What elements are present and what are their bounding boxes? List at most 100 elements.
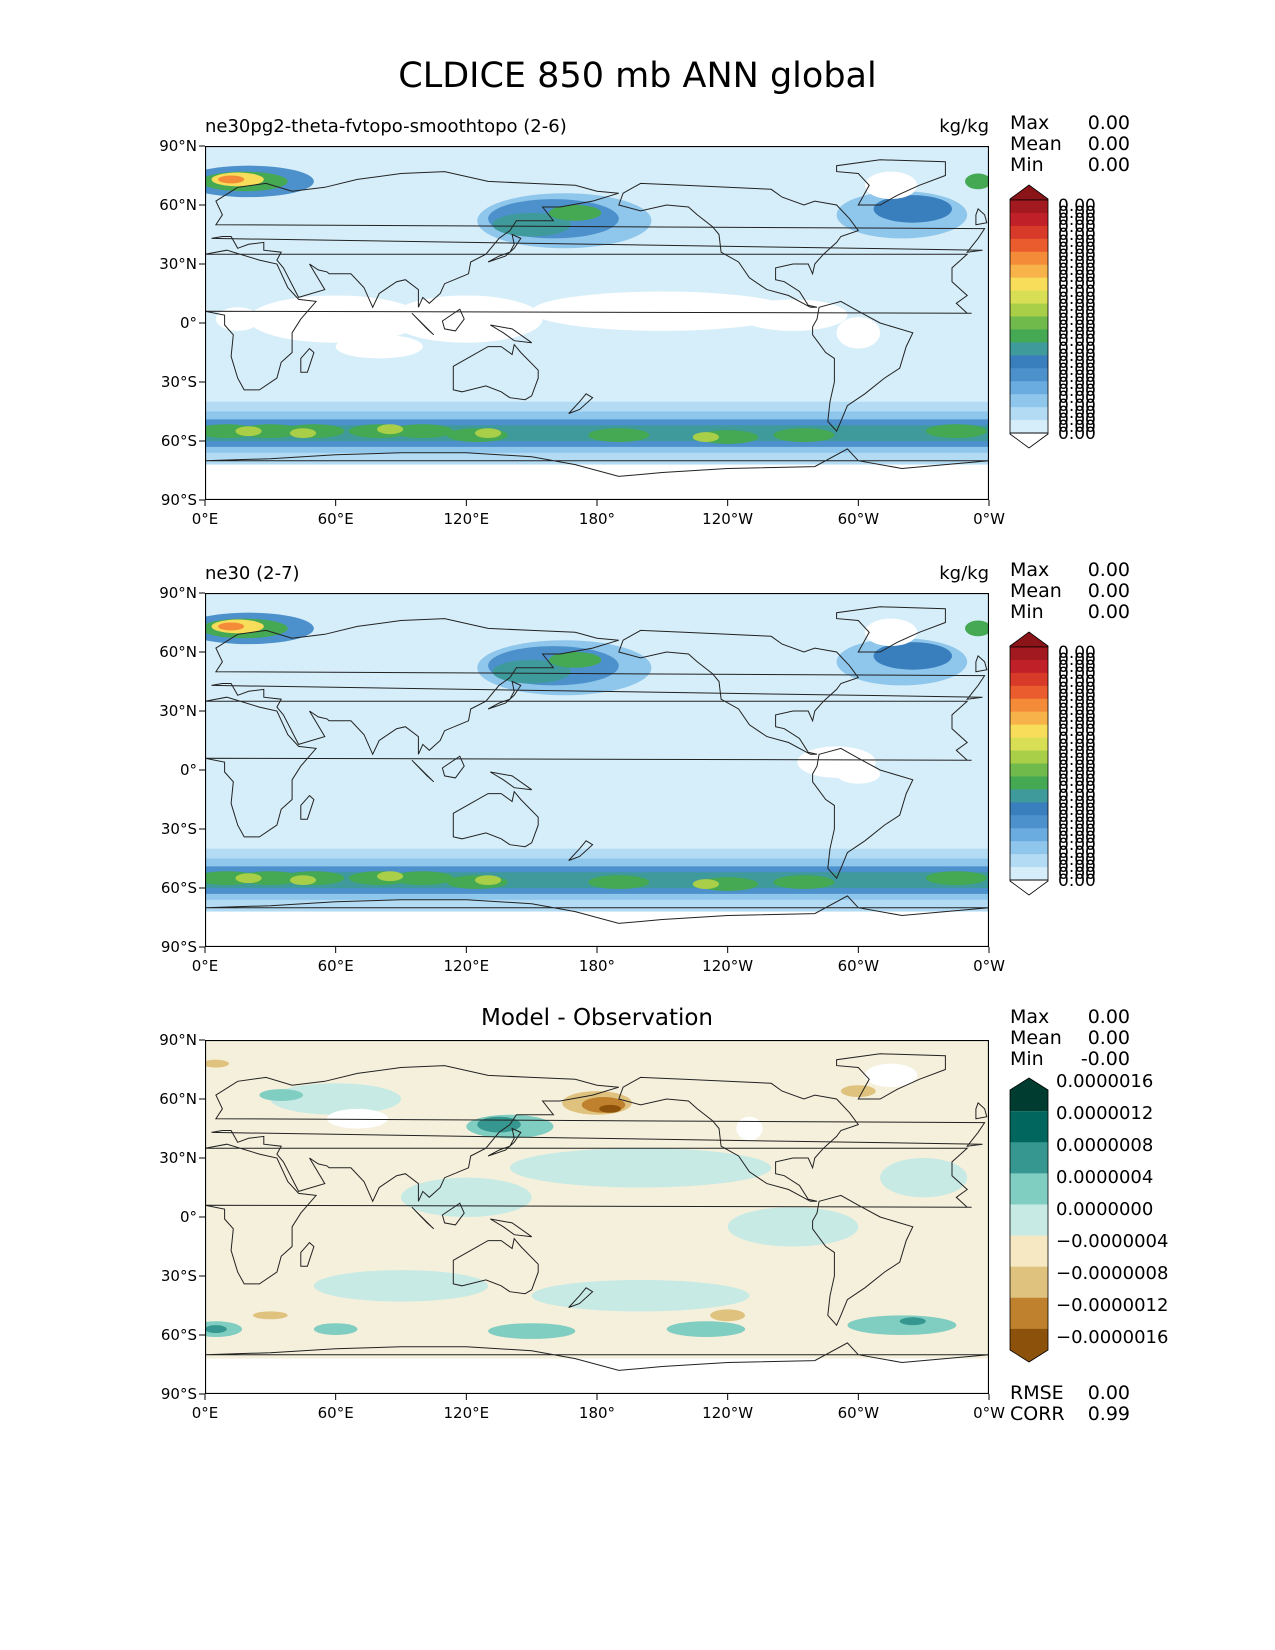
x-tick-label: 0°W — [973, 957, 1005, 975]
southern-green-cell — [773, 875, 835, 889]
colorbar-tick-label: 0.00 — [1058, 260, 1096, 281]
x-tick-label: 120°E — [443, 957, 490, 975]
colorbar-tick-label: 0.00 — [1058, 359, 1096, 380]
colorbar-tick-label: 0.00 — [1058, 253, 1096, 273]
coastline — [205, 696, 972, 838]
missing-region — [864, 1063, 918, 1088]
southern-green-cell — [588, 875, 650, 889]
southern-green-cell — [392, 871, 454, 886]
colorbar-tick-label: 0.00 — [1058, 409, 1096, 430]
x-tick-label: 0°E — [191, 957, 219, 975]
colorbar-tick-label: 0.00 — [1058, 749, 1096, 770]
coastline — [487, 680, 522, 710]
southern-yellow-cell — [377, 871, 404, 882]
coastline — [975, 1102, 988, 1120]
colorbar-tick-label: 0.00 — [1058, 742, 1096, 763]
tropical-clear-region — [836, 317, 881, 349]
colorbar-tick-label: 0.00 — [1058, 856, 1096, 877]
coastline — [411, 759, 435, 783]
natlantic-inner — [873, 642, 952, 670]
coastline — [490, 771, 532, 791]
colorbar-tick-label: 0.00 — [1058, 416, 1096, 437]
x-tick-label: 120°E — [443, 510, 490, 528]
y-tick-label: 90°S — [160, 938, 197, 956]
stat-value: 0.00 — [1087, 580, 1130, 602]
y-tick-label: 30°S — [160, 820, 197, 838]
x-tick-label: 60°W — [837, 957, 880, 975]
light-positive-region — [401, 1177, 532, 1217]
coastline — [568, 1287, 594, 1308]
tropical-clear-region — [248, 295, 423, 343]
colorbar-tick-label: 0.00 — [1058, 381, 1096, 402]
colorbar — [1009, 631, 1049, 896]
stat-label: Min — [1010, 1048, 1044, 1070]
colorbar-tick-label: 0.0000016 — [1056, 1071, 1154, 1092]
y-tick-label: 30°S — [160, 1267, 197, 1285]
southern-green-cell — [925, 424, 987, 439]
arctic-east-green — [965, 173, 989, 190]
tropical-clear-region — [531, 291, 793, 331]
coastline — [205, 448, 989, 477]
colorbar-tick-label: −0.0000016 — [1056, 1327, 1169, 1348]
light-positive-region — [880, 1158, 968, 1198]
positive-region — [313, 1323, 358, 1335]
metric-label: RMSE — [1010, 1382, 1064, 1404]
stat-row: Max 0.00 — [1010, 1006, 1130, 1028]
colorbar-tick-label: 0.00 — [1058, 842, 1096, 863]
colorbar-tick-label: 0.00 — [1058, 849, 1096, 870]
colorbar-tick-label: 0.00 — [1058, 295, 1096, 316]
stat-row: Max 0.00 — [1010, 559, 1130, 581]
colorbar-tick-label: 0.00 — [1058, 828, 1096, 849]
axis-ticks — [199, 1039, 990, 1400]
x-tick-label: 180° — [578, 510, 616, 528]
metric-row: CORR 0.99 — [1010, 1403, 1130, 1425]
arctic-orange — [218, 622, 245, 631]
colorbar-tick-label: −0.0000012 — [1056, 1295, 1169, 1316]
colorbar-tick-label: 0.0000012 — [1056, 1103, 1154, 1124]
x-tick-label: 60°W — [837, 1404, 880, 1422]
light-positive-region — [727, 1207, 859, 1247]
x-tick-label: 0°W — [973, 1404, 1005, 1422]
colorbar-tick-label: 0.00 — [1058, 210, 1096, 231]
colorbar-tick-label: 0.00 — [1058, 267, 1096, 288]
coastline — [812, 300, 914, 433]
stat-label: Max — [1010, 1006, 1050, 1028]
coastline — [975, 208, 988, 226]
metric-value: 0.99 — [1087, 1403, 1130, 1425]
colorbar-tick-label: 0.0000004 — [1056, 1167, 1154, 1188]
colorbar-tick-label: 0.00 — [1058, 196, 1096, 216]
coastline — [490, 1218, 532, 1238]
colorbar-tick-label: 0.00 — [1058, 288, 1096, 309]
coastline — [205, 1342, 989, 1371]
colorbar-tick-label: −0.0000004 — [1056, 1231, 1169, 1252]
stat-label: Min — [1010, 601, 1044, 623]
coastline — [836, 1053, 946, 1100]
coastline — [836, 159, 946, 206]
coastline — [300, 1241, 315, 1267]
positive-region — [847, 1315, 957, 1335]
x-tick-label: 120°W — [702, 510, 754, 528]
colorbar-tick-label: 0.00 — [1058, 792, 1096, 813]
axis-ticks — [199, 592, 990, 953]
coastline — [568, 840, 594, 861]
colorbar-tick-label: 0.00 — [1058, 728, 1096, 749]
light-positive-region — [509, 1148, 772, 1188]
coastline — [300, 794, 315, 820]
colorbar-tick-label: 0.00 — [1058, 650, 1096, 671]
coastline — [452, 343, 539, 401]
stat-value: -0.00 — [1080, 1048, 1130, 1070]
y-tick-label: 60°S — [160, 1326, 197, 1344]
southern-yellow-cell — [475, 428, 502, 439]
map-frame — [205, 593, 989, 947]
colorbar-tick-label: 0.00 — [1058, 721, 1096, 742]
arctic-east-green — [965, 620, 989, 637]
stat-row: Max 0.00 — [1010, 112, 1130, 134]
colorbar-tick-label: 0.00 — [1058, 238, 1096, 259]
coastline — [211, 171, 986, 309]
y-tick-label: 60°S — [160, 879, 197, 897]
x-tick-label: 0°E — [191, 510, 219, 528]
colorbar-tick-label: 0.0000008 — [1056, 1135, 1154, 1156]
stat-row: Min 0.00 — [1010, 154, 1130, 176]
colorbar-tick-label: 0.00 — [1058, 402, 1096, 423]
colorbar-tick-label: 0.00 — [1058, 317, 1096, 338]
